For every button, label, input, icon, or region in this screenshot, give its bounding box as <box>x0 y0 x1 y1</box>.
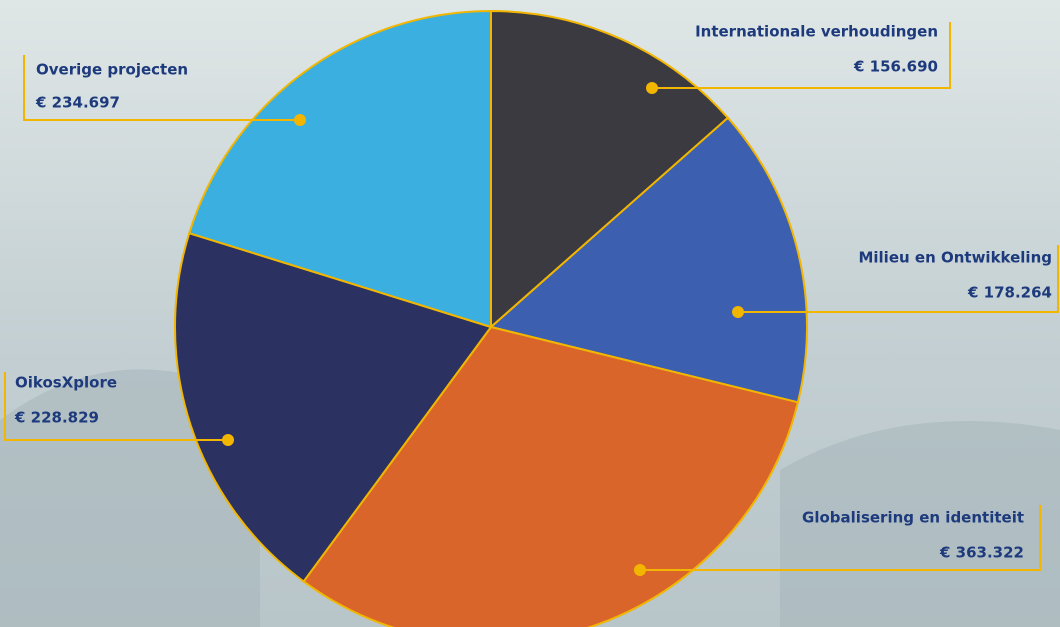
leader-dot <box>646 82 658 94</box>
value-label: € 363.322 <box>939 544 1024 562</box>
value-label: € 156.690 <box>853 58 938 76</box>
leader-line <box>23 55 300 121</box>
leader-dot <box>732 306 744 318</box>
pie-slice <box>188 9 492 329</box>
leader-line <box>4 372 228 441</box>
category-label: Overige projecten <box>36 61 188 79</box>
hills <box>0 369 1060 627</box>
leader-dot <box>294 114 306 126</box>
leader-line <box>652 22 951 89</box>
leader-dot <box>222 434 234 446</box>
pie-slice <box>174 231 493 583</box>
pie-slice <box>302 325 800 627</box>
pie-slice <box>488 116 808 404</box>
category-label: Internationale verhoudingen <box>695 23 938 41</box>
leader-dot <box>634 564 646 576</box>
leader-line <box>738 245 1059 313</box>
category-label: OikosXplore <box>15 374 117 392</box>
pie-slice <box>490 9 730 330</box>
value-label: € 234.697 <box>35 94 120 112</box>
category-label: Globalisering en identiteit <box>802 509 1024 527</box>
value-label: € 228.829 <box>14 409 99 427</box>
value-label: € 178.264 <box>967 284 1052 302</box>
leader-line <box>640 505 1041 571</box>
category-label: Milieu en Ontwikkeling <box>858 249 1052 267</box>
